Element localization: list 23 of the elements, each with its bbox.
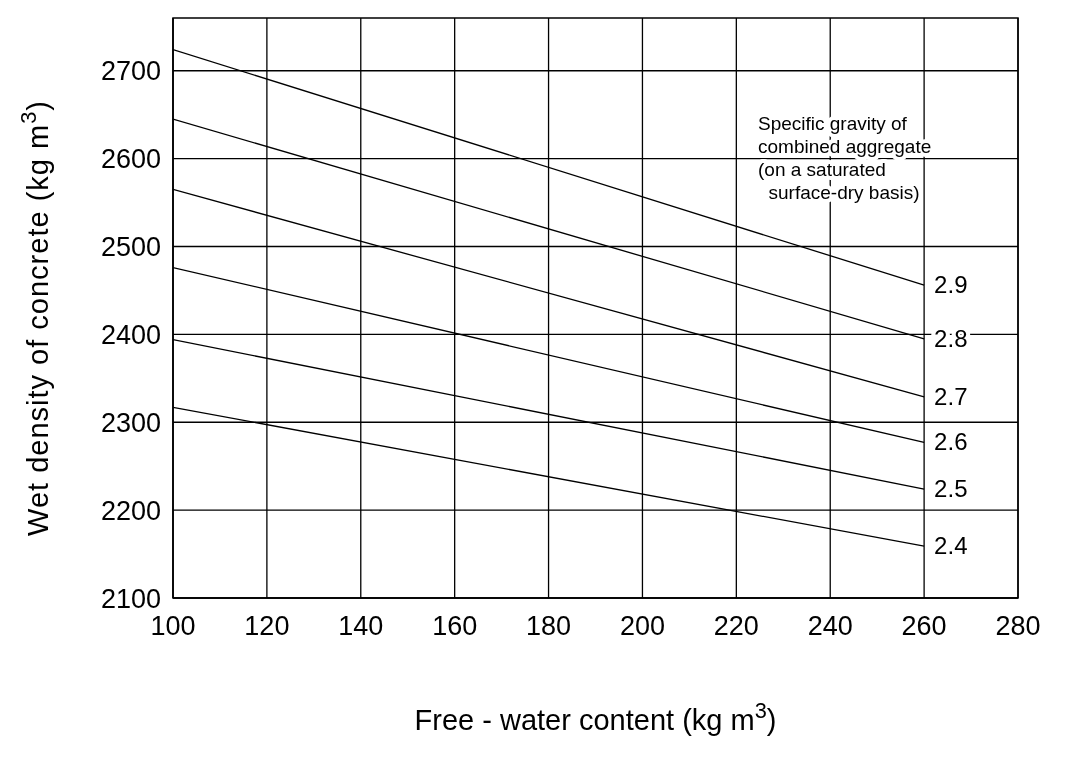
x-tick-label: 180	[526, 611, 572, 642]
y-tick-label: 2100	[100, 583, 161, 614]
x-tick-label: 260	[901, 611, 947, 642]
series-label: 2.5	[934, 475, 968, 503]
y-tick-label: 2600	[100, 144, 161, 175]
series-label: 2.7	[934, 382, 968, 410]
x-tick-label: 220	[713, 611, 759, 642]
y-tick-label: 2200	[100, 495, 161, 526]
x-tick-label: 140	[338, 611, 384, 642]
x-axis-title: Free - water content (kg m$^{3}$)	[414, 697, 777, 736]
x-tick-label: 100	[150, 611, 196, 642]
x-tick-label: 200	[619, 611, 665, 642]
x-tick-label: 160	[432, 611, 478, 642]
x-tick-label: 280	[995, 611, 1041, 642]
series-label: 2.4	[934, 532, 968, 560]
y-tick-label: 2300	[100, 407, 161, 438]
y-tick-label: 2400	[100, 319, 161, 350]
y-tick-label: 2700	[100, 56, 161, 87]
x-tick-label: 240	[807, 611, 853, 642]
series-label: 2.9	[934, 271, 968, 299]
y-tick-label: 2500	[100, 232, 161, 263]
series-label: 2.6	[934, 428, 968, 456]
x-tick-label: 120	[244, 611, 290, 642]
